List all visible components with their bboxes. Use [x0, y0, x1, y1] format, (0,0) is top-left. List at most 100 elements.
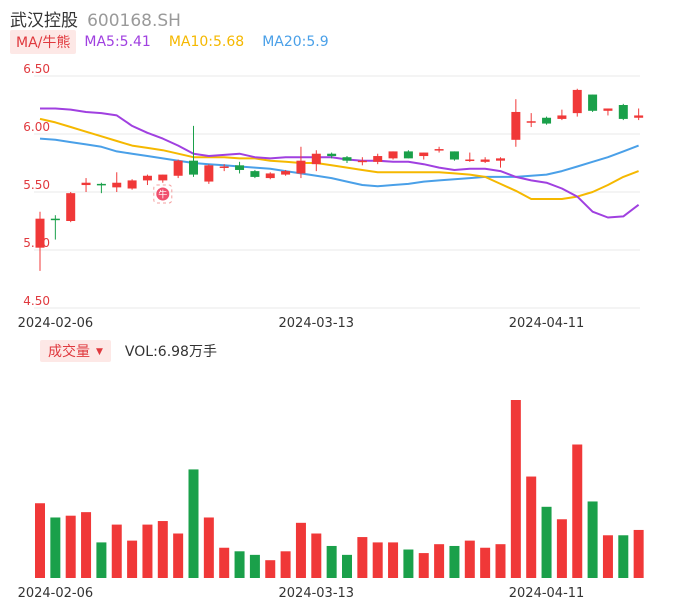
- caret-down-icon: ▼: [96, 347, 103, 357]
- ma-legend: MA/牛熊 MA5:5.41 MA10:5.68 MA20:5.9: [10, 30, 347, 54]
- ma20-legend: MA20:5.9: [262, 34, 329, 50]
- ma5-legend: MA5:5.41: [84, 34, 151, 50]
- y-tick-label: 4.50: [23, 294, 50, 308]
- volume-bar: [403, 549, 414, 578]
- candle-body: [250, 171, 260, 177]
- volume-bar: [111, 524, 122, 578]
- candle-body: [449, 151, 459, 160]
- ma10-line: [39, 117, 639, 200]
- volume-bar: [81, 512, 92, 578]
- volume-bar: [388, 542, 399, 578]
- candle-body: [496, 158, 505, 161]
- candle-body: [204, 165, 214, 182]
- candle-body: [618, 105, 628, 119]
- candle-body: [311, 153, 321, 165]
- candle-body: [634, 115, 644, 118]
- ma-lines: [39, 107, 640, 219]
- stock-header: 武汉控股 600168.SH: [10, 6, 181, 31]
- volume-bar: [142, 524, 153, 578]
- candle-body: [235, 165, 245, 170]
- candles: [35, 88, 644, 271]
- volume-bar: [464, 540, 475, 578]
- volume-bar: [587, 501, 598, 578]
- x-tick-label: 2024-03-13: [279, 316, 355, 331]
- candle-body: [480, 159, 490, 162]
- volume-bar: [541, 506, 552, 578]
- volume-date-axis: 2024-02-06 2024-03-13 2024-04-11: [18, 586, 585, 601]
- volume-bar: [311, 533, 322, 578]
- x-tick-label: 2024-04-11: [509, 316, 585, 331]
- volume-bar: [188, 469, 199, 578]
- volume-bar: [203, 517, 214, 578]
- candle-body: [373, 156, 383, 162]
- candle-body: [511, 111, 521, 140]
- bull-marker: 牛: [153, 184, 173, 204]
- candle-body: [112, 182, 122, 188]
- volume-bar: [618, 535, 629, 578]
- candle-body: [296, 160, 306, 174]
- volume-bar: [602, 535, 613, 578]
- y-tick-label: 6.00: [23, 120, 50, 134]
- volume-bar: [234, 551, 245, 578]
- bull-marker-frame: [153, 184, 173, 204]
- volume-x-tick-label: 2024-04-11: [509, 586, 585, 601]
- volume-bar: [449, 545, 460, 578]
- candle-body: [50, 218, 60, 221]
- volume-bar: [65, 515, 76, 578]
- candle-body: [588, 94, 598, 111]
- volume-bar: [572, 444, 583, 578]
- candle-body: [96, 183, 106, 186]
- volume-bar: [295, 522, 306, 578]
- y-tick-label: 6.50: [23, 62, 50, 76]
- bull-icon-glyph: 牛: [158, 189, 167, 201]
- volume-bar: [556, 519, 567, 578]
- volume-indicator-selector[interactable]: 成交量 ▼: [40, 340, 111, 362]
- ma5-line: [40, 107, 640, 219]
- candle-body: [526, 121, 536, 123]
- volume-x-tick-label: 2024-03-13: [279, 586, 355, 601]
- candle-body: [158, 174, 168, 181]
- candle-body: [388, 151, 398, 159]
- candle-body: [66, 193, 76, 221]
- candle-body: [403, 151, 413, 159]
- ma-indicator-selector[interactable]: MA/牛熊: [10, 30, 77, 54]
- y-tick-label: 5.50: [23, 178, 50, 192]
- volume-bar: [357, 537, 368, 578]
- volume-bar: [50, 517, 61, 578]
- candle-body: [127, 180, 137, 189]
- candle-body: [434, 149, 444, 151]
- volume-bar: [249, 554, 260, 578]
- candle-body: [173, 160, 183, 176]
- price-axis: 6.506.005.505.004.50: [23, 62, 50, 308]
- bull-icon: [156, 187, 170, 201]
- volume-bar: [526, 476, 537, 578]
- candle-body: [35, 218, 45, 248]
- candle-body: [342, 157, 352, 161]
- candle-body: [81, 182, 91, 186]
- candle-body: [557, 115, 567, 119]
- price-grid: [34, 75, 640, 309]
- candle-body: [265, 173, 275, 179]
- candle-body: [603, 108, 613, 111]
- candle-body: [357, 160, 367, 163]
- volume-bar: [280, 551, 291, 578]
- ma10-legend: MA10:5.68: [168, 34, 245, 50]
- stock-code: 600168.SH: [87, 11, 181, 31]
- volume-bar: [326, 545, 337, 578]
- volume-bar: [157, 521, 168, 578]
- volume-bar: [342, 554, 352, 578]
- volume-bar: [372, 542, 383, 578]
- candle-body: [465, 159, 475, 162]
- x-tick-label: 2024-02-06: [18, 316, 94, 331]
- stock-name: 武汉控股: [10, 11, 78, 31]
- volume-bars: [35, 400, 644, 578]
- volume-bar: [35, 503, 45, 578]
- ma20-line: [39, 137, 639, 188]
- volume-x-tick-label: 2024-02-06: [18, 586, 94, 601]
- volume-bar: [633, 529, 644, 578]
- volume-bar: [96, 542, 107, 578]
- candle-body: [281, 171, 291, 175]
- candle-body: [419, 152, 429, 157]
- candle-body: [189, 160, 198, 175]
